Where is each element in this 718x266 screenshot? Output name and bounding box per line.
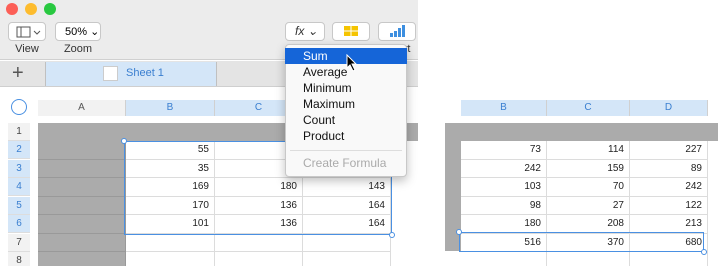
cell: 227 <box>630 141 708 160</box>
cell <box>303 252 391 266</box>
cell: 213 <box>630 215 708 234</box>
header-row-right <box>445 123 718 141</box>
column-header: C <box>547 100 630 116</box>
menu-item[interactable]: Product <box>303 129 345 143</box>
cell: 35 <box>126 159 215 178</box>
cell: 169 <box>126 178 215 197</box>
cell: 89 <box>630 159 708 178</box>
view-button[interactable] <box>8 22 46 41</box>
cell <box>630 252 708 266</box>
cell: 103 <box>461 178 547 197</box>
row-number: 8 <box>8 252 30 266</box>
cell <box>303 233 391 252</box>
cell: 114 <box>547 141 630 160</box>
cell: 136 <box>215 196 303 215</box>
cell <box>126 252 215 266</box>
header-column-right <box>445 141 461 251</box>
row-number: 6 <box>8 215 30 233</box>
chart-icon <box>390 25 405 37</box>
cell: 136 <box>215 215 303 234</box>
menu-item[interactable]: Sum <box>285 48 407 64</box>
selection-handle <box>701 249 707 255</box>
cell <box>547 252 630 266</box>
cell: 98 <box>461 196 547 215</box>
view-label: View <box>15 43 39 55</box>
view-icon <box>16 26 41 38</box>
column-header: B <box>126 100 215 116</box>
zoom-label: Zoom <box>63 43 93 55</box>
header-cell <box>38 215 126 234</box>
formula-label: fx <box>295 24 305 38</box>
selection <box>124 141 392 235</box>
selection-handle <box>389 232 395 238</box>
table-icon <box>344 26 358 36</box>
menu-item[interactable]: Average <box>303 65 348 79</box>
gap <box>418 0 445 266</box>
row-number: 2 <box>8 141 30 159</box>
cell: 159 <box>547 159 630 178</box>
column-header: B <box>461 100 547 116</box>
sheet-tab[interactable]: Sheet 1 <box>45 62 217 86</box>
minimize-button[interactable] <box>25 3 37 15</box>
cursor <box>346 54 358 72</box>
header-cell <box>38 252 126 266</box>
cell: 242 <box>630 178 708 197</box>
chart-button[interactable] <box>378 22 416 41</box>
table-button[interactable] <box>332 22 370 41</box>
cell <box>461 252 547 266</box>
cell: 208 <box>547 215 630 234</box>
cell: 242 <box>461 159 547 178</box>
row-number: 7 <box>8 233 30 252</box>
cell: 70 <box>547 178 630 197</box>
row-number: 1 <box>8 123 30 141</box>
cell: 143 <box>303 178 391 197</box>
cell: 73 <box>461 141 547 160</box>
header-cell <box>38 141 126 160</box>
cell: 180 <box>215 178 303 197</box>
cell: 170 <box>126 196 215 215</box>
cell <box>215 233 303 252</box>
add-sheet-button[interactable]: + <box>12 62 24 84</box>
row-number: 3 <box>8 159 30 178</box>
formula-button[interactable]: fx ⌄ <box>285 22 325 41</box>
menu-item[interactable]: Maximum <box>303 97 356 111</box>
cell: 164 <box>303 215 391 234</box>
cell: 180 <box>461 215 547 234</box>
row-number: 4 <box>8 178 30 196</box>
formula-menu <box>285 44 407 177</box>
header-cell <box>38 178 126 197</box>
zoom-window-button[interactable] <box>44 3 56 15</box>
header-cell <box>38 159 126 178</box>
cell: 101 <box>126 215 215 234</box>
close-button[interactable] <box>6 3 18 15</box>
menu-item-disabled: Create Formula <box>303 156 387 170</box>
zoom-value: 50% <box>65 26 88 38</box>
header-cell <box>38 196 126 215</box>
header-cell <box>38 233 126 252</box>
column-header: A <box>38 100 126 116</box>
cell: 164 <box>303 196 391 215</box>
cell: 27 <box>547 196 630 215</box>
column-header: D <box>630 100 708 116</box>
selection-handle <box>121 138 127 144</box>
cell: 122 <box>630 196 708 215</box>
select-all-button[interactable] <box>11 99 27 115</box>
row-number: 5 <box>8 196 30 215</box>
menu-item[interactable]: Count <box>303 113 336 127</box>
sheet-name: Sheet 1 <box>126 67 164 79</box>
selection <box>459 232 704 252</box>
sheet-icon <box>103 66 118 81</box>
menu-separator <box>290 150 402 151</box>
selection-handle <box>456 229 462 235</box>
cell: 55 <box>126 141 215 160</box>
zoom-button[interactable]: 50% ⌄ <box>55 22 101 41</box>
menu-item[interactable]: Minimum <box>303 81 352 95</box>
cell <box>215 252 303 266</box>
cell <box>126 233 215 252</box>
